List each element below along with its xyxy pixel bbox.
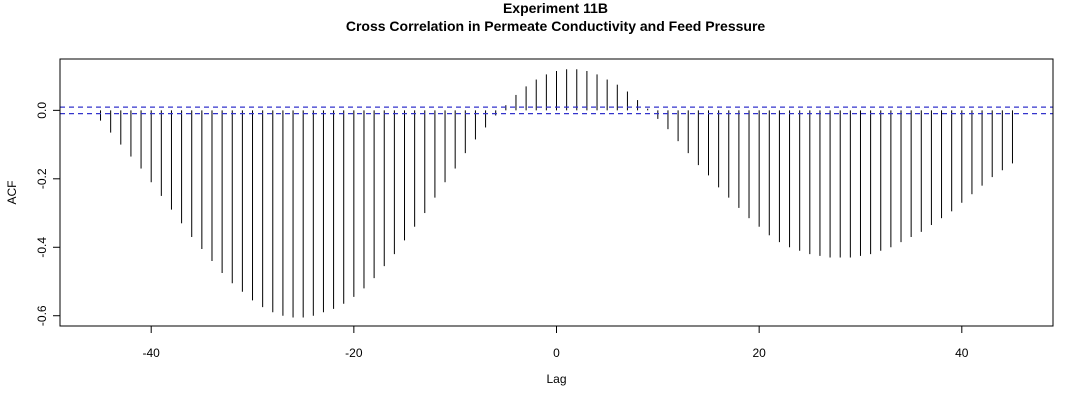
chart-subtitle: Cross Correlation in Permeate Conductivi… [345,18,766,34]
bars-group [100,69,1013,318]
x-axis: -40 -20 0 20 40 [143,326,969,360]
y-tick-label: 0.0 [35,102,49,119]
x-tick-label: 20 [752,346,766,360]
y-tick-label: -0.2 [35,168,49,189]
y-tick-label: -0.6 [35,305,49,326]
x-tick-label: -40 [143,346,161,360]
x-tick-label: 40 [955,346,969,360]
y-axis: -0.6 -0.4 -0.2 0.0 [35,102,60,326]
y-axis-label: ACF [5,181,19,205]
y-tick-label: -0.4 [35,237,49,258]
chart-title: Experiment 11B [502,0,609,16]
x-tick-label: 0 [553,346,560,360]
x-axis-label: Lag [546,372,566,386]
x-tick-label: -20 [345,346,363,360]
confidence-lines [60,106,1053,115]
